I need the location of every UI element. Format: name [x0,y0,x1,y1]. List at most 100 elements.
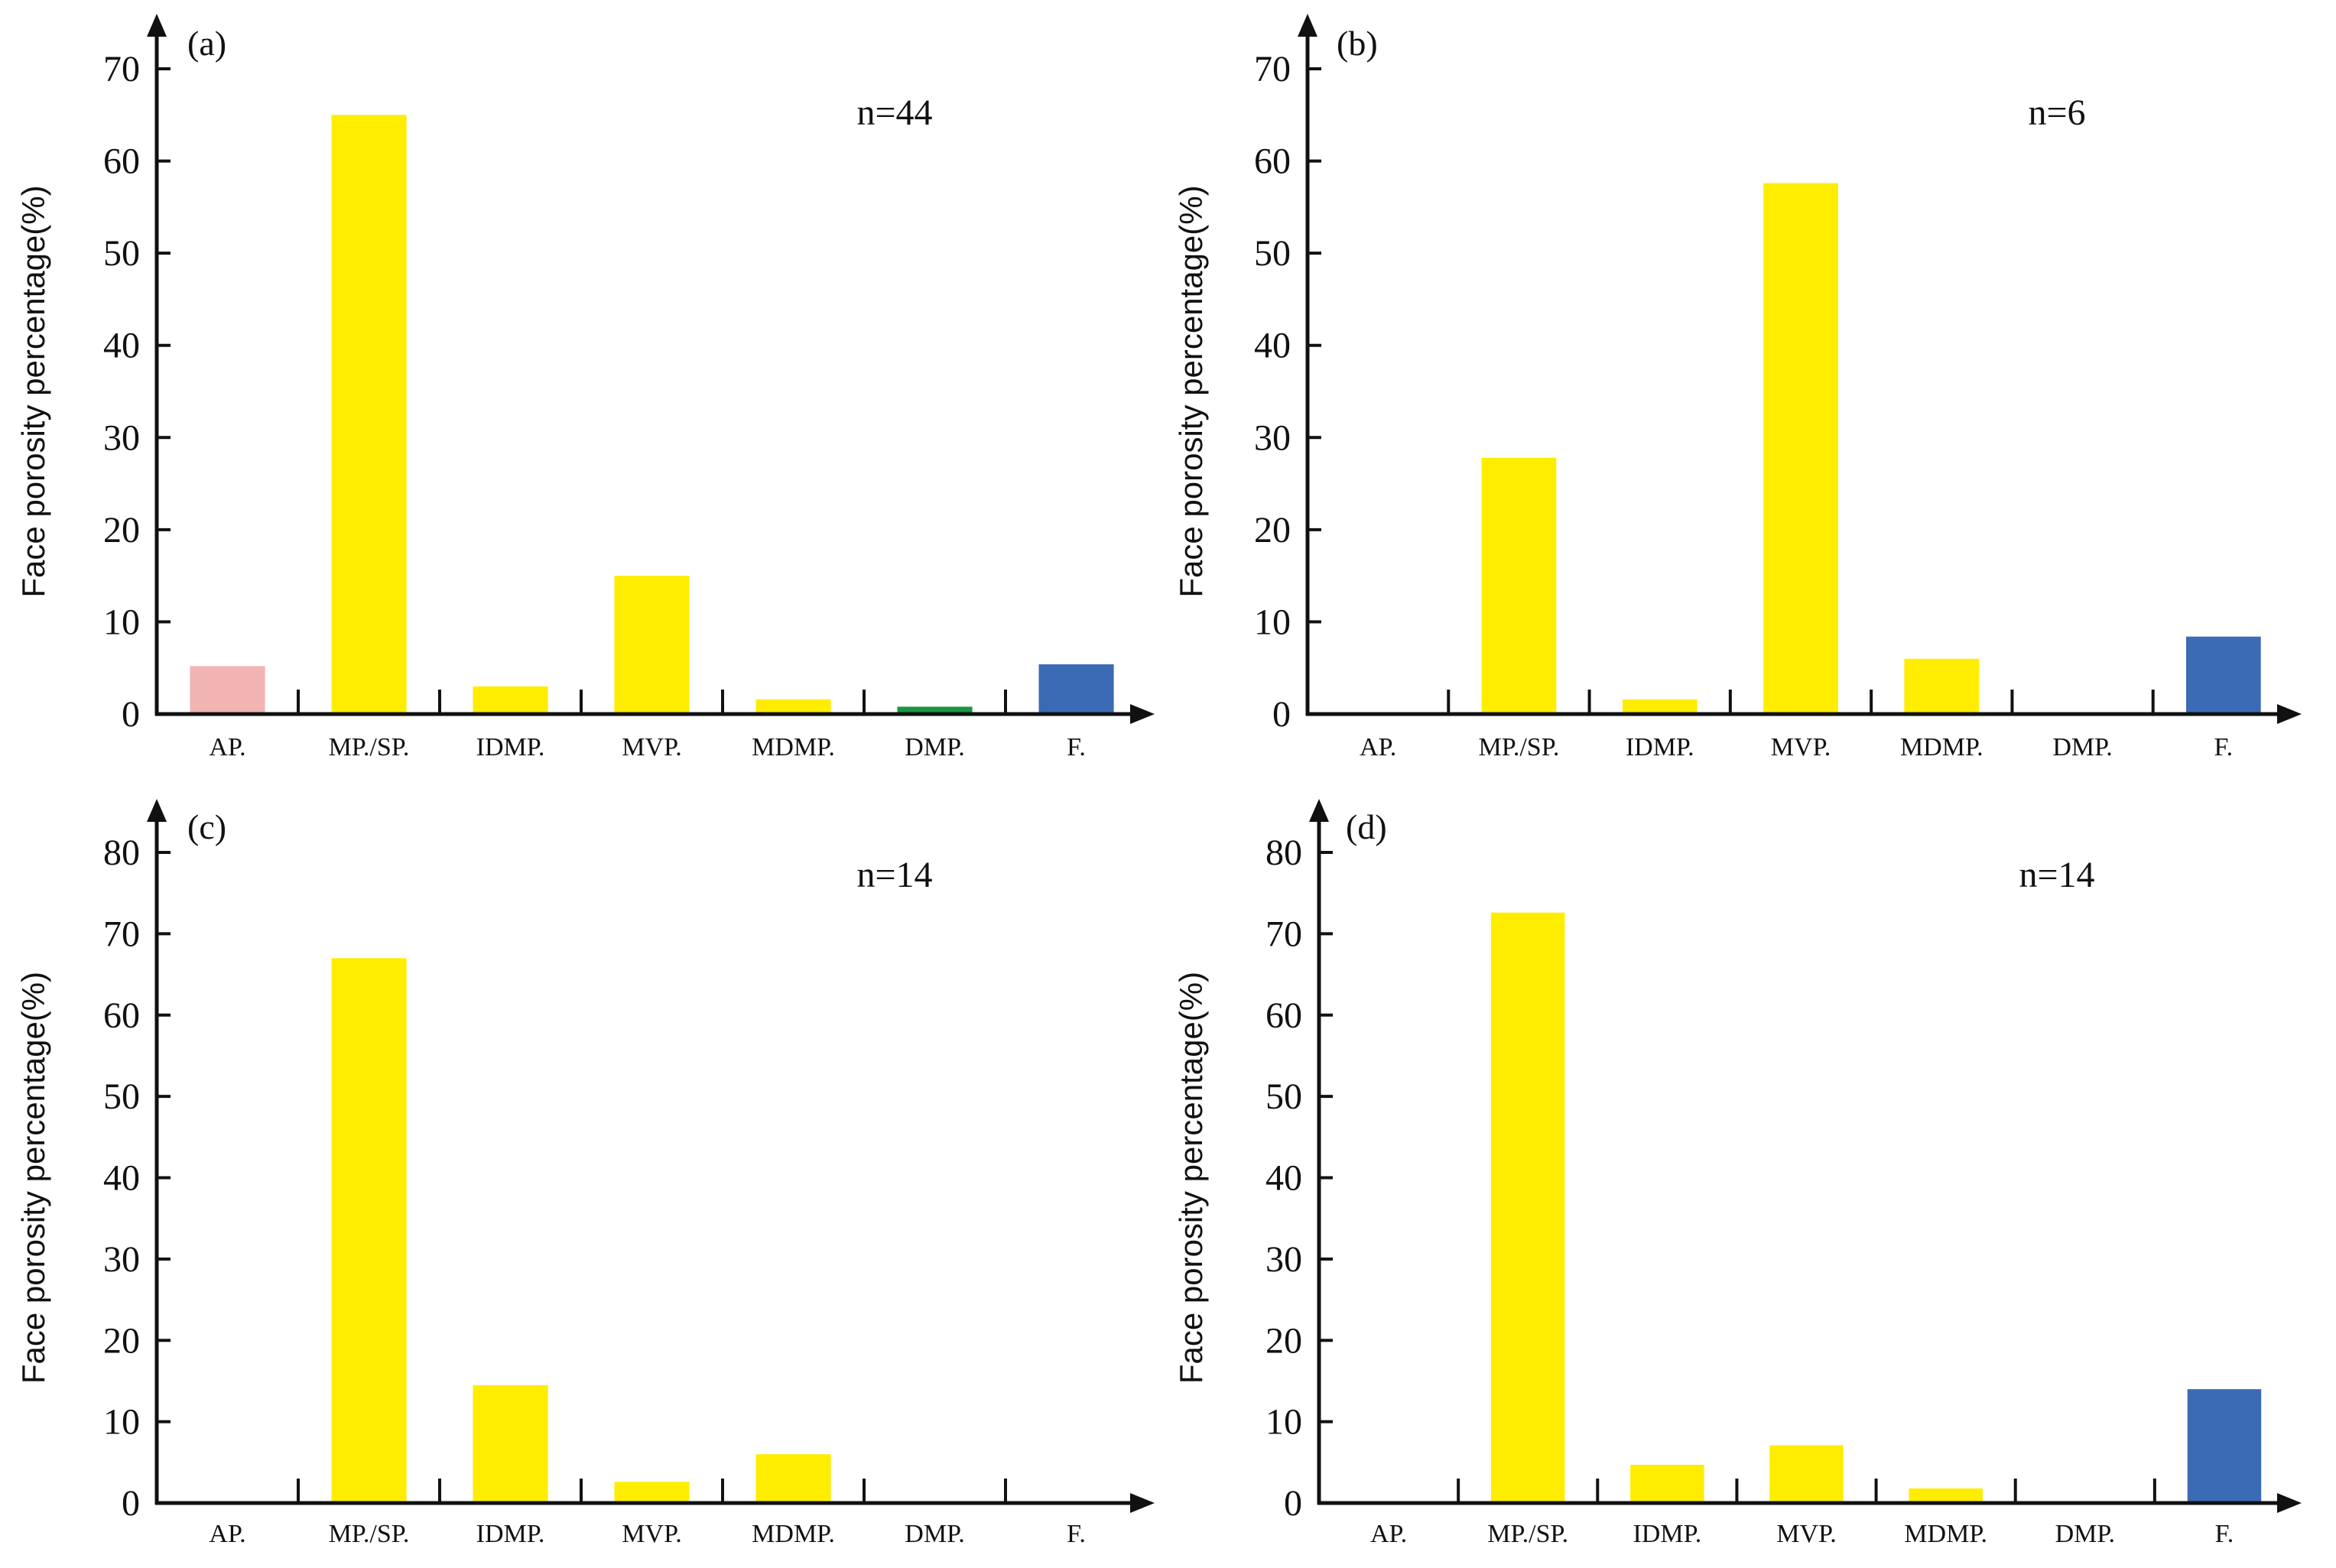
x-axis-arrow [2277,704,2302,724]
bar-2-2 [1481,457,1557,714]
x-tick-label: MVP. [622,1520,681,1548]
x-tick-label: F. [2214,733,2234,761]
bar-1-7 [1038,664,1114,714]
bar-4-5 [1909,1488,1983,1503]
y-tick-label: 50 [103,233,140,274]
y-tick-label: 60 [103,141,140,182]
y-tick-label: 20 [1254,510,1291,550]
y-tick-label: 60 [1254,141,1291,182]
x-tick-label: MDMP. [1904,1520,1987,1548]
y-tick-label: 50 [1265,1076,1302,1117]
x-axis-arrow [1130,1493,1155,1513]
x-tick-label: MP./SP. [329,1520,410,1548]
bar-2-7 [2186,636,2261,714]
y-axis-arrow [1298,14,1317,37]
y-tick-label: 30 [103,1239,140,1280]
x-axis-arrow [2277,1493,2302,1513]
bar-3-3 [473,1385,548,1503]
y-tick-label: 0 [122,694,140,735]
x-tick-label: MVP. [622,733,681,761]
bar-1-3 [473,686,548,714]
x-tick-label: DMP. [2052,733,2112,761]
chart-panel-1: 0 10 20 30 40 50 60 70 AP. MP./SP. IDMP. MVP. MDMP. D… [15,14,1155,761]
x-tick-label: F. [1067,1520,1086,1548]
sample-count-label: n=44 [856,93,932,133]
chart-panel-4: 0 10 20 30 40 50 60 70 80 AP. MP./SP. IDMP. MVP. MDMP… [1173,799,2302,1548]
x-tick-label: AP. [1370,1520,1407,1548]
sample-count-label: n=6 [2028,93,2085,133]
y-tick-label: 40 [103,326,140,366]
y-axis-title: Face porosity percentage(%) [1173,185,1209,597]
bar-4-2 [1490,912,1565,1503]
y-tick-label: 10 [1254,602,1291,642]
bar-1-6 [897,706,973,714]
y-tick-label: 30 [103,417,140,458]
bar-1-5 [755,699,831,714]
bar-4-4 [1769,1445,1844,1503]
x-tick-label: IDMP. [1633,1520,1701,1548]
y-tick-label: 70 [1265,914,1302,954]
sample-count-label: n=14 [2019,855,2094,895]
x-tick-label: MDMP. [752,733,835,761]
y-tick-label: 40 [103,1158,140,1199]
bar-3-4 [614,1482,690,1503]
y-tick-label: 50 [103,1076,140,1117]
chart-panel-2: 0 10 20 30 40 50 60 70 AP. MP./SP. IDMP. MVP. MDMP. D… [1173,14,2302,761]
y-tick-label: 10 [1265,1402,1302,1443]
x-tick-label: IDMP. [1626,733,1694,761]
bar-4-3 [1630,1465,1704,1503]
y-tick-label: 0 [1284,1483,1302,1524]
y-tick-label: 70 [103,49,140,89]
y-tick-label: 20 [103,1320,140,1361]
bar-2-3 [1622,699,1698,714]
x-tick-label: DMP. [905,1520,964,1548]
y-tick-label: 70 [103,914,140,954]
x-tick-label: MP./SP. [1487,1520,1568,1548]
bar-1-2 [331,115,407,715]
x-tick-label: AP. [1360,733,1396,761]
y-tick-label: 70 [1254,49,1291,89]
panel-label: (c) [187,807,226,846]
y-axis-arrow [147,799,167,822]
x-tick-label: MVP. [1776,1520,1836,1548]
y-tick-label: 20 [1265,1320,1302,1361]
x-tick-label: IDMP. [476,733,545,761]
y-axis-title: Face porosity percentage(%) [1173,972,1209,1384]
panel-label: (d) [1346,807,1387,846]
y-tick-label: 80 [103,833,140,873]
bar-2-5 [1904,658,1980,714]
bar-4-7 [2187,1389,2262,1503]
y-tick-label: 60 [1265,995,1302,1036]
y-tick-label: 40 [1265,1158,1302,1199]
x-tick-label: DMP. [2055,1520,2115,1548]
x-tick-label: MP./SP. [1478,733,1559,761]
bar-3-5 [755,1454,831,1503]
x-tick-label: F. [2215,1520,2234,1548]
y-axis-title: Face porosity percentage(%) [15,185,51,597]
y-tick-label: 40 [1254,326,1291,366]
y-tick-label: 50 [1254,233,1291,274]
y-tick-label: 0 [1272,694,1291,735]
chart-panel-3: 0 10 20 30 40 50 60 70 80 AP. MP./SP. IDMP. MVP. MDMP… [15,799,1155,1548]
bar-1-4 [614,576,690,714]
y-axis-arrow [1309,799,1329,822]
y-tick-label: 0 [122,1483,140,1524]
y-tick-label: 10 [103,602,140,642]
y-tick-label: 10 [103,1402,140,1443]
sample-count-label: n=14 [856,855,932,895]
x-tick-label: F. [1067,733,1086,761]
x-tick-label: MVP. [1771,733,1831,761]
bar-2-4 [1763,183,1838,714]
bar-1-1 [190,666,265,714]
panel-label: (b) [1337,24,1378,63]
bar-3-2 [331,958,407,1503]
panel-label: (a) [187,24,226,63]
y-tick-label: 60 [103,995,140,1036]
x-tick-label: DMP. [905,733,964,761]
x-tick-label: AP. [209,733,245,761]
x-tick-label: MP./SP. [329,733,410,761]
x-tick-label: MDMP. [1900,733,1983,761]
y-axis-title: Face porosity percentage(%) [15,972,51,1384]
x-tick-label: MDMP. [752,1520,835,1548]
